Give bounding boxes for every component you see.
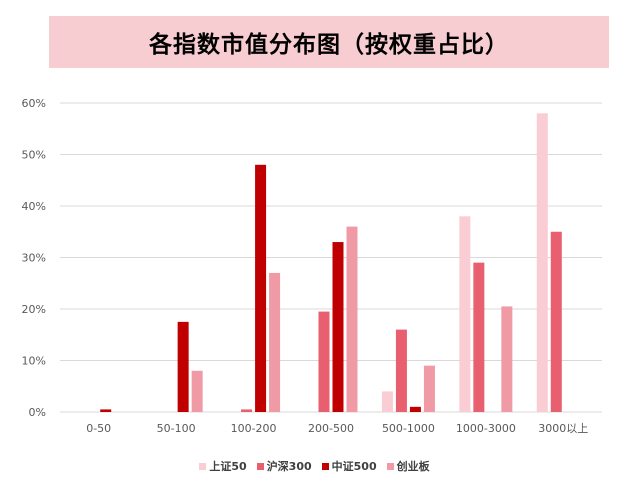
x-tick-label: 500-1000 [382,422,435,435]
bar [191,370,203,412]
legend-swatch-csi500 [321,462,329,470]
legend-item-csi300: 沪深300 [256,458,312,474]
bar [241,409,253,412]
y-tick-label: 60% [22,97,46,110]
y-tick-label: 0% [29,406,46,419]
y-tick-label: 40% [22,200,46,213]
chart-title: 各指数市值分布图（按权重占比） [149,32,509,58]
legend-label-chinext: 创业板 [396,460,430,473]
bar [255,164,267,412]
y-tick-label: 20% [22,303,46,316]
bar [395,329,407,412]
legend-swatch-csi300 [256,462,264,470]
x-tick-label: 50-100 [157,422,196,435]
bar [423,365,435,412]
y-tick-label: 50% [22,149,46,162]
x-tick-label: 0-50 [86,422,111,435]
y-tick-label: 30% [22,252,46,265]
legend-label-sse50: 上证50 [209,460,247,473]
bar [409,406,421,412]
bar [473,262,485,412]
bar [536,113,548,413]
legend-item-chinext: 创业板 [386,458,430,474]
legend-swatch-sse50 [199,462,207,470]
x-tick-label: 3000以上 [538,422,588,435]
legend-swatch-chinext [386,462,394,470]
bar [269,272,281,412]
bar [177,321,189,412]
bar [381,391,393,412]
x-tick-label: 100-200 [231,422,277,435]
x-tick-label: 200-500 [308,422,354,435]
legend-label-csi500: 中证500 [331,460,377,473]
x-tick-label: 1000-3000 [456,422,516,435]
y-tick-label: 10% [22,355,46,368]
bar [332,242,344,412]
legend-item-csi500: 中证500 [321,458,377,474]
bar [346,226,358,412]
bar [550,231,562,412]
legend-label-csi300: 沪深300 [266,460,312,473]
bar [459,216,471,412]
legend-item-sse50: 上证50 [199,458,247,474]
chart-title-band: 各指数市值分布图（按权重占比） [49,16,609,68]
chart-legend: 上证50 沪深300 中证500 创业板 [0,458,629,474]
bar [318,311,330,412]
bar [100,409,112,412]
bar [501,306,513,412]
